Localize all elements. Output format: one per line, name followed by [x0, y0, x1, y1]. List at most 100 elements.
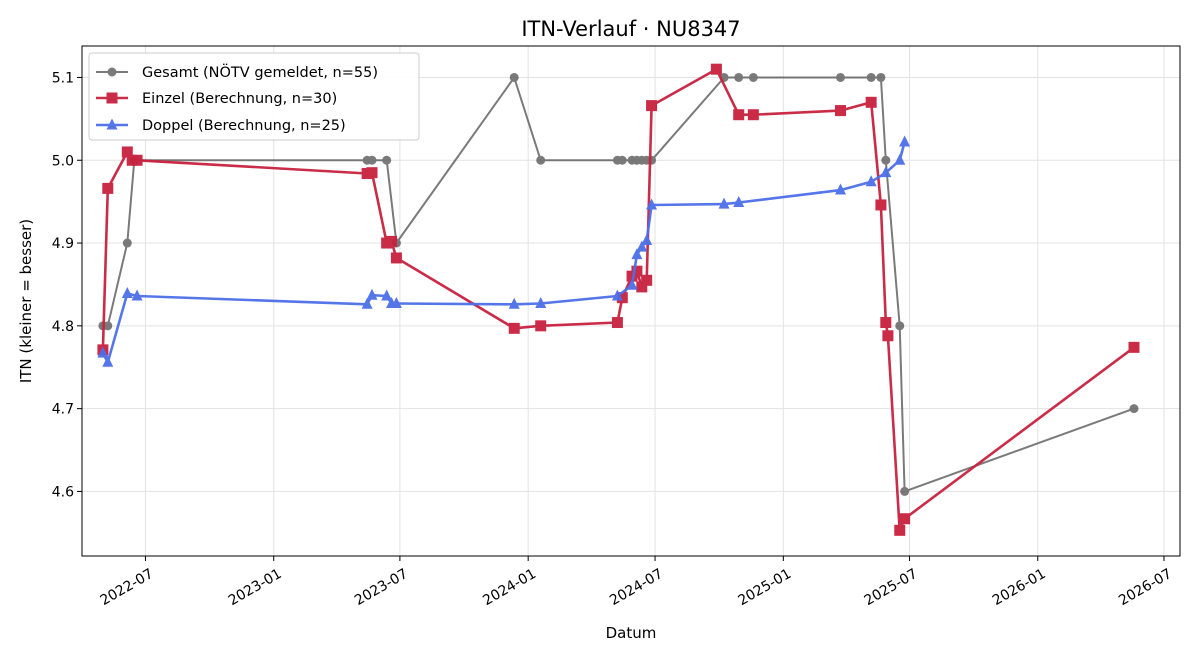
- data-point-einzel: [131, 154, 143, 166]
- y-tick-label: 5.1: [52, 70, 74, 86]
- x-tick-label: 2023-01: [226, 566, 285, 609]
- y-tick-label: 4.8: [52, 319, 74, 335]
- data-point-doppel: [508, 297, 520, 309]
- data-point-doppel: [361, 297, 373, 309]
- data-point-doppel: [97, 346, 109, 358]
- legend-item-einzel: [96, 92, 128, 104]
- data-point-doppel: [366, 288, 378, 300]
- data-point-einzel: [616, 292, 628, 304]
- y-tick-label: 5.0: [52, 153, 74, 169]
- data-point-doppel: [390, 296, 402, 308]
- data-point-doppel: [626, 278, 638, 290]
- data-point-doppel: [865, 175, 877, 187]
- data-point-einzel: [882, 330, 894, 342]
- data-point-doppel: [880, 166, 892, 178]
- data-point-gesamt: [748, 72, 758, 82]
- data-point-einzel: [102, 182, 114, 194]
- data-point-einzel: [880, 317, 892, 329]
- data-point-gesamt: [876, 72, 886, 82]
- data-point-doppel: [381, 289, 393, 301]
- x-tick-label: 2024-07: [607, 566, 666, 609]
- legend-label-doppel: Doppel (Berechnung, n=25): [142, 118, 346, 134]
- data-point-doppel: [535, 296, 547, 308]
- data-point-gesamt: [367, 155, 377, 165]
- data-point-einzel: [646, 100, 658, 112]
- x-axis: 2022-07 2023-01 2023-07 2024-01 2024-07 2025-…: [98, 556, 1175, 609]
- data-point-gesamt: [103, 321, 113, 331]
- data-point-gesamt: [881, 155, 891, 165]
- data-point-gesamt: [835, 72, 845, 82]
- data-point-einzel: [508, 322, 520, 334]
- legend-item-doppel: [96, 118, 128, 130]
- data-point-gesamt: [734, 72, 744, 82]
- x-tick-label: 2026-07: [1116, 566, 1175, 609]
- chart-title: ITN-Verlauf · NU8347: [521, 17, 740, 41]
- x-tick-label: 2024-01: [480, 566, 539, 609]
- data-point-einzel: [535, 320, 547, 332]
- data-point-doppel: [646, 198, 658, 210]
- legend-label-einzel: Einzel (Berechnung, n=30): [142, 91, 337, 107]
- data-point-doppel: [611, 289, 623, 301]
- data-point-einzel: [865, 96, 877, 108]
- data-point-einzel: [710, 63, 722, 75]
- data-point-gesamt: [895, 321, 905, 331]
- x-tick-label: 2023-07: [352, 566, 411, 609]
- x-tick-label: 2022-07: [98, 566, 157, 609]
- data-point-einzel: [747, 109, 759, 121]
- data-point-gesamt: [382, 155, 392, 165]
- data-point-einzel: [641, 274, 653, 286]
- data-point-doppel: [899, 135, 911, 147]
- legend-swatch-marker: [106, 118, 118, 130]
- data-point-doppel: [131, 289, 143, 301]
- y-tick-label: 4.9: [52, 236, 74, 252]
- data-point-einzel: [636, 281, 648, 293]
- data-point-doppel: [834, 183, 846, 195]
- data-point-gesamt: [617, 155, 627, 165]
- series-line-doppel: [101, 141, 906, 364]
- y-axis: 4.6 4.7 4.8 4.9 5.0 5.1: [52, 70, 82, 500]
- legend-label-gesamt: Gesamt (NÖTV gemeldet, n=55): [142, 63, 378, 81]
- data-point-gesamt: [866, 72, 876, 82]
- data-point-gesamt: [647, 155, 657, 165]
- data-point-gesamt: [1129, 404, 1139, 414]
- y-axis-label: ITN (kleiner = besser): [17, 219, 35, 383]
- data-point-einzel: [834, 105, 846, 117]
- data-point-einzel: [894, 524, 906, 536]
- data-point-doppel: [718, 197, 730, 209]
- legend-item-gesamt: [96, 67, 128, 77]
- x-tick-label: 2025-01: [735, 566, 794, 609]
- legend-swatch-marker: [107, 67, 117, 77]
- data-point-gesamt: [509, 72, 519, 82]
- data-point-einzel: [1128, 341, 1140, 353]
- x-tick-label: 2026-01: [990, 566, 1049, 609]
- data-point-doppel: [636, 240, 648, 252]
- data-point-einzel: [733, 109, 745, 121]
- legend-box: [88, 52, 420, 141]
- data-point-einzel: [366, 167, 378, 179]
- y-tick-label: 4.6: [52, 484, 74, 500]
- x-tick-label: 2025-07: [862, 566, 921, 609]
- data-point-doppel: [631, 248, 643, 260]
- data-point-einzel: [390, 252, 402, 264]
- data-point-gesamt: [900, 486, 910, 496]
- x-axis-label: Datum: [606, 624, 657, 642]
- data-point-einzel: [875, 199, 887, 211]
- data-point-doppel: [121, 287, 133, 299]
- data-point-doppel: [641, 234, 653, 246]
- series-gesamt: [98, 72, 1139, 496]
- data-point-einzel: [386, 235, 398, 247]
- y-tick-label: 4.7: [52, 402, 74, 418]
- data-point-gesamt: [536, 155, 546, 165]
- data-point-gesamt: [122, 238, 132, 248]
- legend-swatch-marker: [106, 92, 118, 104]
- data-point-einzel: [121, 146, 133, 158]
- legend: Gesamt (NÖTV gemeldet, n=55) Einzel (Ber…: [88, 52, 420, 141]
- data-point-einzel: [899, 513, 911, 525]
- data-point-doppel: [733, 195, 745, 207]
- data-point-doppel: [894, 153, 906, 165]
- plot-frame: [81, 45, 1181, 557]
- data-point-einzel: [611, 317, 623, 329]
- series-doppel: [97, 135, 911, 367]
